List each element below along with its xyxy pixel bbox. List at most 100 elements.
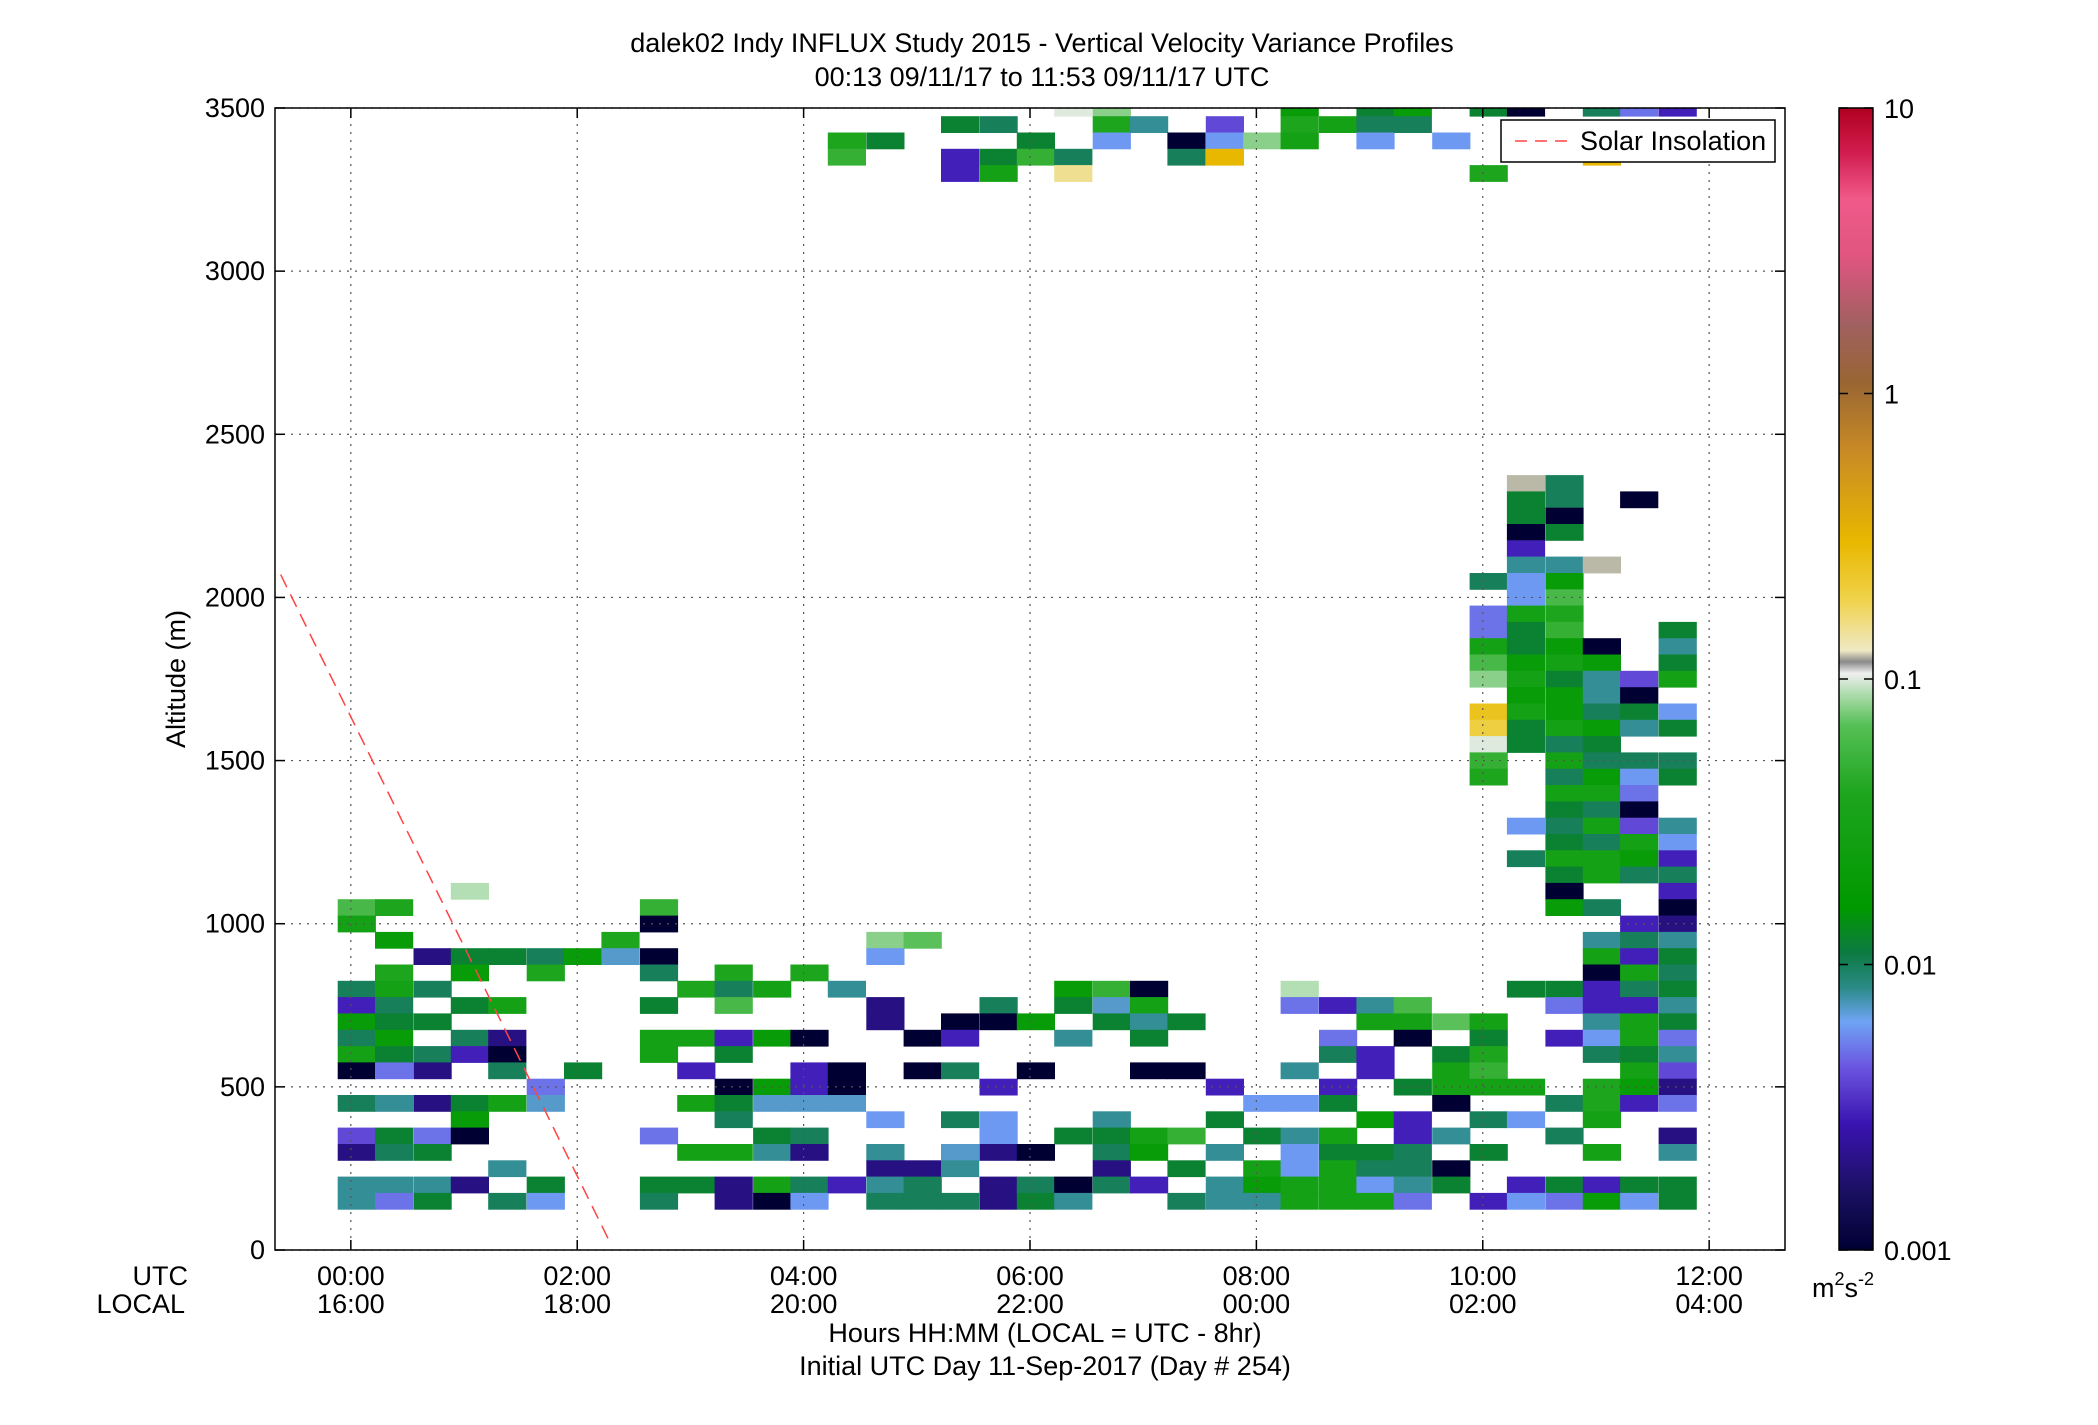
heatmap-cell xyxy=(1432,1046,1471,1063)
heatmap-cell xyxy=(337,1046,376,1063)
heatmap-cell xyxy=(1092,116,1131,133)
heatmap-cell xyxy=(1582,785,1621,802)
heatmap-cell xyxy=(1545,1176,1584,1194)
heatmap-cell xyxy=(1582,736,1621,753)
heatmap-cell xyxy=(1545,899,1584,916)
heatmap-cell xyxy=(1582,768,1621,786)
heatmap-cell xyxy=(1658,997,1697,1014)
y-tick-label: 2500 xyxy=(205,419,265,449)
heatmap-cell xyxy=(1582,108,1621,117)
heatmap-cell xyxy=(1658,670,1697,688)
heatmap-cell xyxy=(714,1111,753,1129)
heatmap-cell xyxy=(564,948,603,965)
heatmap-cell xyxy=(1545,1095,1584,1112)
heatmap-cell xyxy=(1054,148,1093,166)
heatmap-cell xyxy=(714,1192,753,1210)
heatmap-cell xyxy=(1658,980,1697,998)
x-tick-label-local: 02:00 xyxy=(1449,1289,1517,1319)
y-tick-label: 3000 xyxy=(205,256,265,286)
heatmap-cell xyxy=(1545,687,1584,704)
heatmap-cell xyxy=(1658,1176,1697,1194)
heatmap-cell xyxy=(601,931,640,949)
heatmap-cell xyxy=(866,1176,905,1194)
heatmap-cell xyxy=(1469,654,1508,672)
x-tick-label-local: 16:00 xyxy=(317,1289,385,1319)
heatmap-cell xyxy=(1582,1029,1621,1047)
heatmap-cell xyxy=(1016,1144,1055,1161)
heatmap-cell xyxy=(1319,1160,1358,1178)
units-exp1: 2 xyxy=(1835,1269,1845,1289)
heatmap-cell xyxy=(979,1078,1018,1096)
heatmap-cell xyxy=(1545,882,1584,900)
heatmap-cell xyxy=(753,980,792,998)
y-tick-label: 500 xyxy=(220,1072,265,1102)
heatmap-cell xyxy=(1582,719,1621,737)
heatmap-cell xyxy=(714,1144,753,1161)
heatmap-cell xyxy=(1469,1029,1508,1047)
x-tick-label-utc: 08:00 xyxy=(1223,1261,1291,1291)
heatmap-cell xyxy=(1582,834,1621,851)
heatmap-cell xyxy=(1130,1013,1169,1031)
heatmap-cell xyxy=(979,997,1018,1014)
heatmap-cell xyxy=(488,1062,527,1080)
heatmap-cell xyxy=(1092,108,1131,117)
heatmap-cell xyxy=(413,1013,452,1031)
heatmap-cell xyxy=(1205,1176,1244,1194)
heatmap-cell xyxy=(1393,1013,1432,1031)
heatmap-cell xyxy=(1280,1160,1319,1178)
heatmap-cell xyxy=(1658,752,1697,770)
heatmap-cell xyxy=(1054,108,1093,117)
heatmap-cell xyxy=(639,1192,679,1210)
heatmap-cell xyxy=(1658,1192,1697,1210)
heatmap-cell xyxy=(1092,997,1131,1014)
x-axis-label: Hours HH:MM (LOCAL = UTC - 8hr) xyxy=(828,1318,1261,1348)
heatmap-cell xyxy=(1658,1095,1697,1112)
heatmap-cell xyxy=(413,980,452,998)
heatmap-cell xyxy=(866,1192,905,1210)
heatmap-cell xyxy=(1658,1078,1697,1096)
heatmap-cell xyxy=(790,1062,829,1080)
heatmap-cell xyxy=(1054,1127,1093,1145)
heatmap-cell xyxy=(1393,1127,1432,1145)
heatmap-cell xyxy=(1658,1062,1697,1080)
heatmap-cell xyxy=(1582,1013,1621,1031)
heatmap-cell xyxy=(827,132,866,150)
heatmap-cell xyxy=(1620,1046,1659,1063)
heatmap-cell xyxy=(1205,116,1244,133)
heatmap-cell xyxy=(753,1176,792,1194)
heatmap-cell xyxy=(790,1029,829,1047)
heatmap-cell xyxy=(1620,1095,1659,1112)
heatmap-cell xyxy=(1469,1078,1508,1096)
heatmap-cell xyxy=(979,116,1018,133)
heatmap-cell xyxy=(1506,108,1546,117)
heatmap-cell xyxy=(1280,116,1319,133)
heatmap-cell xyxy=(1319,1029,1358,1047)
heatmap-cell xyxy=(1319,1144,1358,1161)
heatmap-cell xyxy=(1658,817,1697,835)
heatmap-cell xyxy=(1658,654,1697,672)
heatmap-cell xyxy=(1658,964,1697,982)
heatmap-cell xyxy=(375,1127,414,1145)
heatmap-cell xyxy=(1280,1095,1319,1112)
heatmap-cell xyxy=(1167,1160,1206,1178)
heatmap-cell xyxy=(1658,1144,1697,1161)
heatmap-cell xyxy=(1582,703,1621,721)
colorbar-tick-label: 1 xyxy=(1884,380,1899,410)
heatmap-cell xyxy=(1092,1176,1131,1194)
x-tick-label-utc: 10:00 xyxy=(1449,1261,1517,1291)
heatmap-cell xyxy=(1243,132,1282,150)
heatmap-cell xyxy=(1658,1013,1697,1031)
heatmap-cell xyxy=(1506,687,1546,704)
utc-row-label: UTC xyxy=(133,1261,189,1291)
heatmap-cell xyxy=(337,899,376,916)
heatmap-cell xyxy=(1054,1029,1093,1047)
heatmap-cell xyxy=(1658,1046,1697,1063)
heatmap-cell xyxy=(790,1144,829,1161)
heatmap-cell xyxy=(1393,116,1432,133)
heatmap-cell xyxy=(375,1029,414,1047)
heatmap-cell xyxy=(1356,1111,1395,1129)
heatmap-cell xyxy=(1506,850,1546,868)
heatmap-cell xyxy=(1582,997,1621,1014)
heatmap-cell xyxy=(1432,1095,1471,1112)
heatmap-cell xyxy=(979,148,1018,166)
